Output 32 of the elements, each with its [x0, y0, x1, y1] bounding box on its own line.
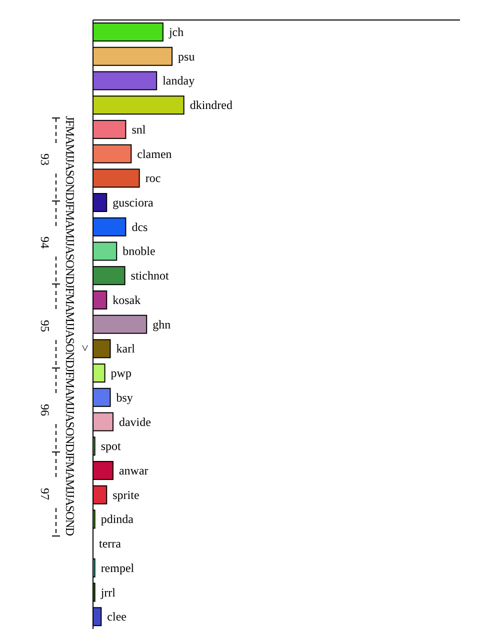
y-tick-label: roc	[145, 171, 161, 186]
y-tick-label: bnoble	[122, 244, 156, 258]
text: 96	[38, 404, 52, 416]
y-tick-label: clee	[107, 610, 126, 624]
text: >	[78, 344, 92, 352]
y-tick-label: snl	[132, 122, 146, 136]
y-tick-label: ghn	[152, 317, 171, 332]
y-tick-label: stichnot	[130, 268, 170, 283]
y-tick-label: jrrl	[100, 585, 116, 600]
y-tick-label: gusciora	[112, 196, 154, 210]
y-tick-label: spot	[100, 439, 122, 454]
y-tick-label: bsy	[116, 390, 133, 404]
y-tick-label: anwar	[118, 463, 148, 478]
text: 94	[38, 236, 52, 248]
y-tick-label: kosak	[112, 292, 141, 307]
y-tick-label: dcs	[132, 220, 148, 234]
text: JFMAMJJASONDJFMAMJJASONDJFMAMJJASONDJFMAMJJASONDJFMAMJJASOND	[63, 116, 77, 536]
y-tick-label: karl	[116, 342, 136, 356]
y-tick-label: sprite	[112, 488, 140, 502]
y-tick-label: rempel	[100, 560, 135, 575]
y-tick-label: clamen	[137, 146, 172, 161]
y-tick-label: dkindred	[190, 98, 232, 112]
y-tick-label: davide	[118, 414, 151, 429]
y-tick-label: jch	[168, 25, 184, 39]
text: 97	[38, 488, 52, 500]
y-tick-label: terra	[99, 536, 122, 551]
text: 95	[38, 320, 52, 332]
text: 93	[38, 154, 52, 166]
y-tick-label: pdinda	[100, 512, 134, 526]
y-tick-label: pwp	[110, 366, 132, 380]
y-tick-label: psu	[178, 49, 195, 64]
y-tick-label: landay	[162, 74, 195, 88]
